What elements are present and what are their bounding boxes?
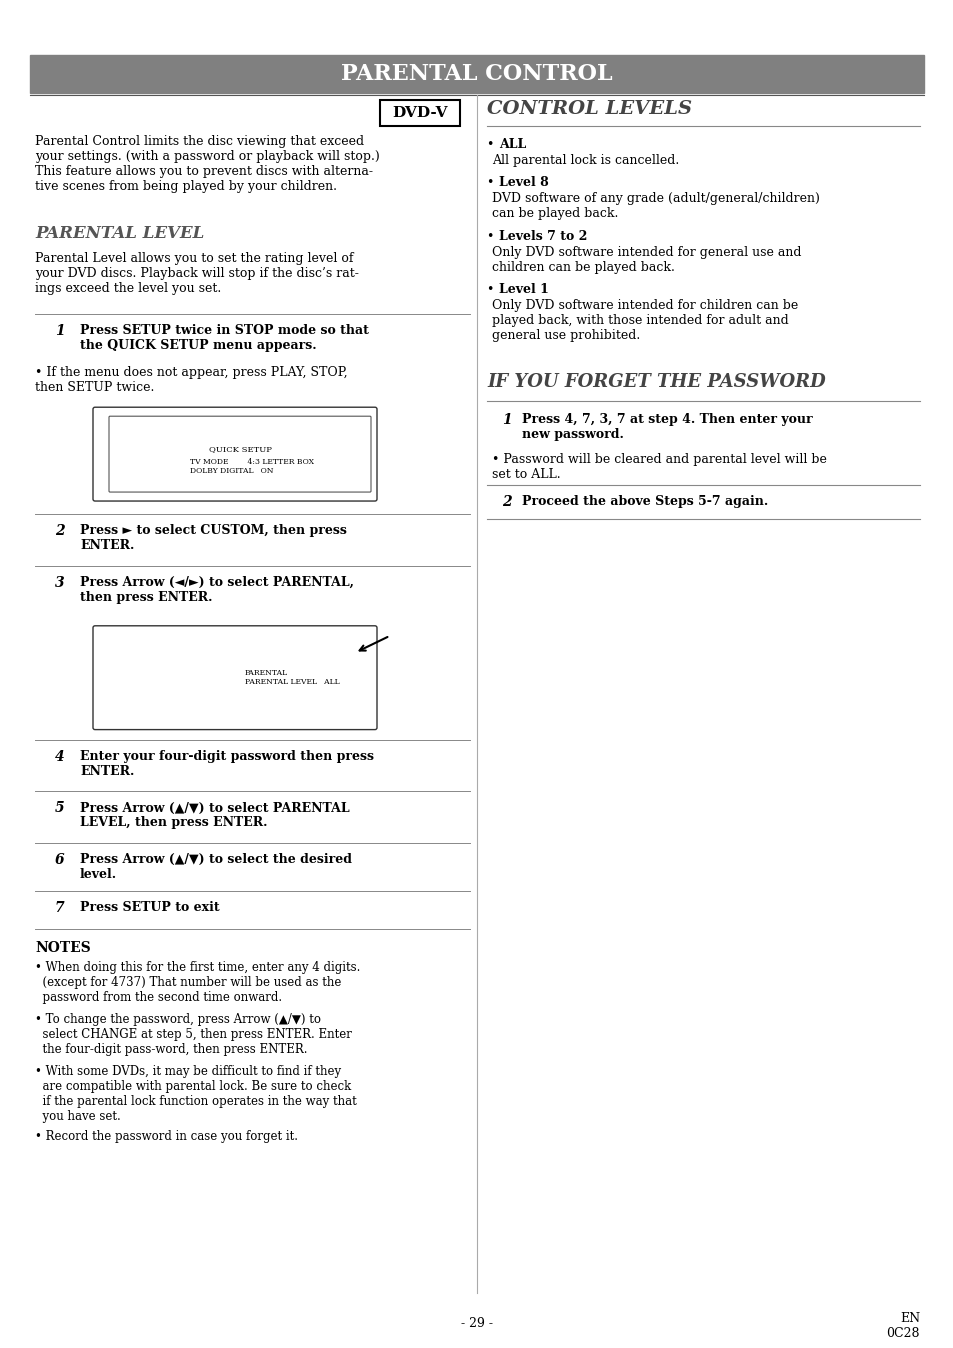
Text: •: •: [486, 229, 497, 243]
Text: PARENTAL
PARENTAL LEVEL   ALL: PARENTAL PARENTAL LEVEL ALL: [245, 669, 339, 686]
Text: CONTROL LEVELS: CONTROL LEVELS: [486, 100, 691, 117]
Text: 4: 4: [55, 749, 65, 763]
Text: 1: 1: [501, 414, 511, 427]
Text: NOTES: NOTES: [35, 941, 91, 956]
Text: • To change the password, press Arrow (▲/▼) to
  select CHANGE at step 5, then p: • To change the password, press Arrow (▲…: [35, 1014, 352, 1055]
Text: Level 8: Level 8: [498, 175, 548, 189]
Text: Enter your four-digit password then press
ENTER.: Enter your four-digit password then pres…: [80, 749, 374, 778]
Text: Press 4, 7, 3, 7 at step 4. Then enter your
new password.: Press 4, 7, 3, 7 at step 4. Then enter y…: [521, 414, 812, 441]
Text: IF YOU FORGET THE PASSWORD: IF YOU FORGET THE PASSWORD: [486, 373, 825, 391]
Text: • When doing this for the first time, enter any 4 digits.
  (except for 4737) Th: • When doing this for the first time, en…: [35, 961, 360, 1004]
Bar: [379, 100, 459, 125]
Text: Press Arrow (◄/►) to select PARENTAL,
then press ENTER.: Press Arrow (◄/►) to select PARENTAL, th…: [80, 576, 354, 604]
Text: Press ► to select CUSTOM, then press
ENTER.: Press ► to select CUSTOM, then press ENT…: [80, 524, 347, 551]
Text: Press SETUP to exit: Press SETUP to exit: [80, 902, 219, 914]
Text: •: •: [486, 283, 497, 297]
Text: Only DVD software intended for general use and
children can be played back.: Only DVD software intended for general u…: [492, 245, 801, 274]
Text: 3: 3: [55, 576, 65, 590]
Text: • Password will be cleared and parental level will be
set to ALL.: • Password will be cleared and parental …: [492, 453, 826, 481]
Text: •: •: [486, 137, 497, 151]
Text: PARENTAL CONTROL: PARENTAL CONTROL: [341, 63, 612, 85]
Text: Press Arrow (▲/▼) to select the desired
level.: Press Arrow (▲/▼) to select the desired …: [80, 853, 352, 882]
Text: •: •: [486, 175, 497, 189]
Text: 7: 7: [55, 902, 65, 915]
Text: 5: 5: [55, 802, 65, 816]
Text: • With some DVDs, it may be difficult to find if they
  are compatible with pare: • With some DVDs, it may be difficult to…: [35, 1065, 356, 1123]
Text: • If the menu does not appear, press PLAY, STOP,
then SETUP twice.: • If the menu does not appear, press PLA…: [35, 367, 347, 395]
Text: Press SETUP twice in STOP mode so that
the QUICK SETUP menu appears.: Press SETUP twice in STOP mode so that t…: [80, 325, 369, 352]
Text: DVD-V: DVD-V: [392, 105, 447, 120]
Text: 6: 6: [55, 853, 65, 867]
Text: ALL: ALL: [498, 137, 526, 151]
Text: DVD software of any grade (adult/general/children)
can be played back.: DVD software of any grade (adult/general…: [492, 191, 819, 220]
Text: PARENTAL LEVEL: PARENTAL LEVEL: [35, 225, 204, 241]
Text: - 29 -: - 29 -: [460, 1317, 493, 1330]
Text: Only DVD software intended for children can be
played back, with those intended : Only DVD software intended for children …: [492, 299, 798, 342]
Text: Parental Level allows you to set the rating level of
your DVD discs. Playback wi: Parental Level allows you to set the rat…: [35, 252, 358, 294]
Bar: [30, 55, 923, 93]
Text: EN
0C28: EN 0C28: [885, 1313, 919, 1340]
Text: Level 1: Level 1: [498, 283, 548, 297]
Text: TV MODE        4:3 LETTER BOX
DOLBY DIGITAL   ON: TV MODE 4:3 LETTER BOX DOLBY DIGITAL ON: [190, 457, 314, 474]
Text: Parental Control limits the disc viewing that exceed
your settings. (with a pass: Parental Control limits the disc viewing…: [35, 135, 379, 193]
Text: 1: 1: [55, 325, 65, 338]
Text: • Record the password in case you forget it.: • Record the password in case you forget…: [35, 1130, 297, 1143]
Text: 2: 2: [501, 495, 511, 510]
Text: All parental lock is cancelled.: All parental lock is cancelled.: [492, 154, 679, 167]
Text: QUICK SETUP: QUICK SETUP: [209, 445, 272, 453]
Text: Press Arrow (▲/▼) to select PARENTAL
LEVEL, then press ENTER.: Press Arrow (▲/▼) to select PARENTAL LEV…: [80, 802, 349, 829]
Text: Proceed the above Steps 5-7 again.: Proceed the above Steps 5-7 again.: [521, 495, 767, 508]
Text: 2: 2: [55, 524, 65, 538]
Text: Levels 7 to 2: Levels 7 to 2: [498, 229, 587, 243]
